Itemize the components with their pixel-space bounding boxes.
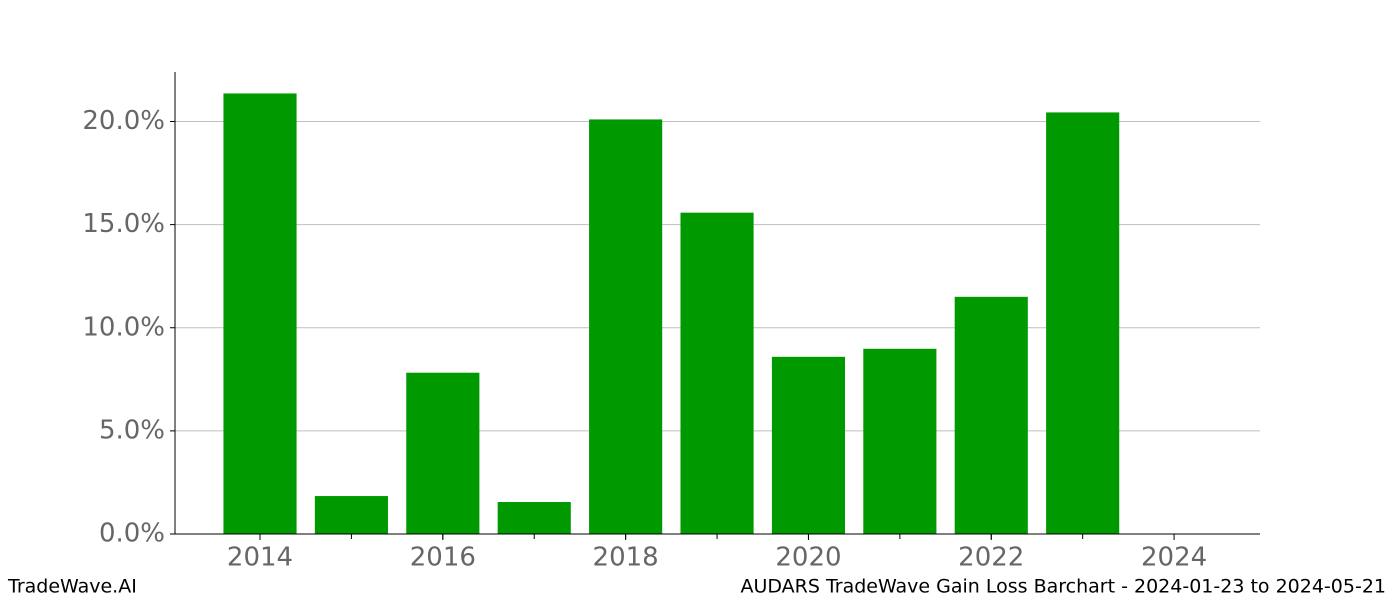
y-tick-label: 0.0% <box>99 519 165 549</box>
footer-left: TradeWave.AI <box>7 576 137 598</box>
bar <box>863 348 937 534</box>
bar <box>314 496 388 534</box>
y-tick-label: 20.0% <box>82 106 165 136</box>
bar <box>1046 112 1120 535</box>
x-tick-label: 2020 <box>775 543 841 573</box>
bar <box>406 372 480 534</box>
y-tick-label: 15.0% <box>82 209 165 239</box>
bar <box>771 356 846 534</box>
footer-right: AUDARS TradeWave Gain Loss Barchart - 20… <box>740 576 1386 598</box>
x-tick-label: 2014 <box>227 543 293 573</box>
x-tick-label: 2016 <box>410 543 476 573</box>
y-tick-label: 5.0% <box>99 415 165 445</box>
x-tick-label: 2024 <box>1141 543 1207 573</box>
bar <box>680 212 754 534</box>
bar <box>954 296 1028 534</box>
x-tick-label: 2018 <box>593 543 659 573</box>
y-tick-label: 10.0% <box>82 312 165 342</box>
bar <box>223 93 297 534</box>
x-tick-label: 2022 <box>958 543 1024 573</box>
bar <box>497 502 571 534</box>
bar <box>589 119 663 534</box>
